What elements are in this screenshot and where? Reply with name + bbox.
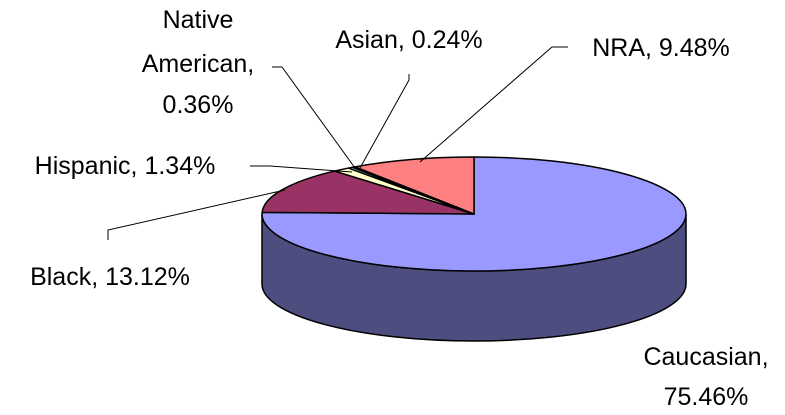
data-label-nra: NRA, 9.48%	[592, 34, 730, 62]
pie-slice-nra	[354, 156, 475, 215]
data-label-black: Black, 13.12%	[30, 263, 190, 291]
data-label-hispanic: Hispanic, 1.34%	[35, 152, 216, 180]
data-label-caucasian: Caucasian, 75.46%	[643, 343, 768, 411]
leader-line-native-american	[272, 66, 356, 169]
leader-lines	[107, 46, 568, 240]
pie-slices-layer	[261, 156, 687, 272]
leader-line-nra	[419, 46, 568, 163]
pie-slice-black	[261, 170, 475, 215]
data-label-asian: Asian, 0.24%	[335, 26, 482, 54]
leader-line-hispanic	[250, 165, 353, 173]
leader-line-black	[107, 189, 286, 240]
leader-line-asian	[359, 74, 410, 169]
data-labels: Caucasian, 75.46% Black, 13.12% Hispanic, 1…	[30, 6, 768, 411]
data-label-native-american: Native American, 0.36%	[142, 6, 255, 119]
